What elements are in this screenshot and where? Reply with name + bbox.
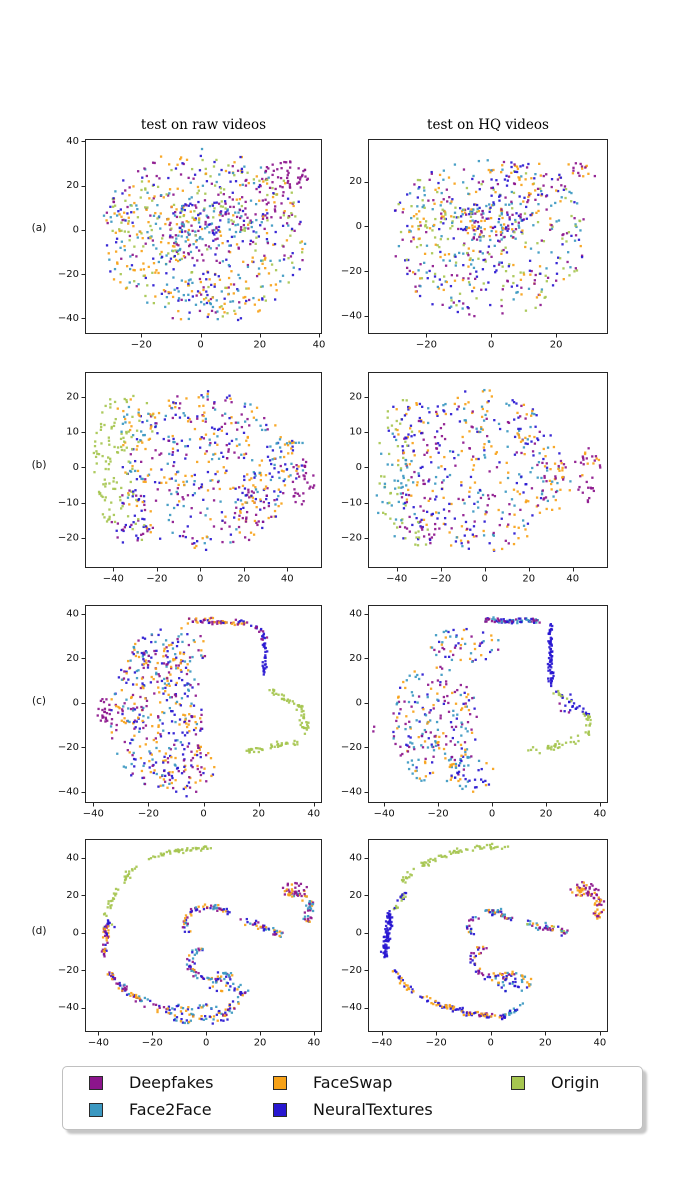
legend-label-faceswap: FaceSwap	[313, 1073, 393, 1092]
legend-box: Deepfakes Face2Face FaceSwap NeuralTextu…	[62, 1066, 643, 1130]
faceswap-swatch-icon	[273, 1076, 287, 1090]
legend-label-neuraltextures: NeuralTextures	[313, 1100, 433, 1119]
legend-label-origin: Origin	[551, 1073, 600, 1092]
deepfakes-swatch-icon	[89, 1076, 103, 1090]
face2face-swatch-icon	[89, 1103, 103, 1117]
subplot-a-hq-canvas	[323, 115, 617, 362]
subplot-c-raw-canvas	[40, 581, 331, 831]
subplot-a-raw-canvas	[40, 115, 331, 362]
subplot-d-raw-canvas	[40, 815, 331, 1060]
subplot-b-raw-canvas	[40, 348, 331, 596]
legend-label-face2face: Face2Face	[129, 1100, 212, 1119]
neuraltextures-swatch-icon	[273, 1103, 287, 1117]
legend-label-deepfakes: Deepfakes	[129, 1073, 214, 1092]
subplot-c-hq-canvas	[323, 581, 617, 831]
subplot-b-hq-canvas	[323, 348, 617, 596]
origin-swatch-icon	[511, 1076, 525, 1090]
subplot-d-hq-canvas	[323, 815, 617, 1060]
